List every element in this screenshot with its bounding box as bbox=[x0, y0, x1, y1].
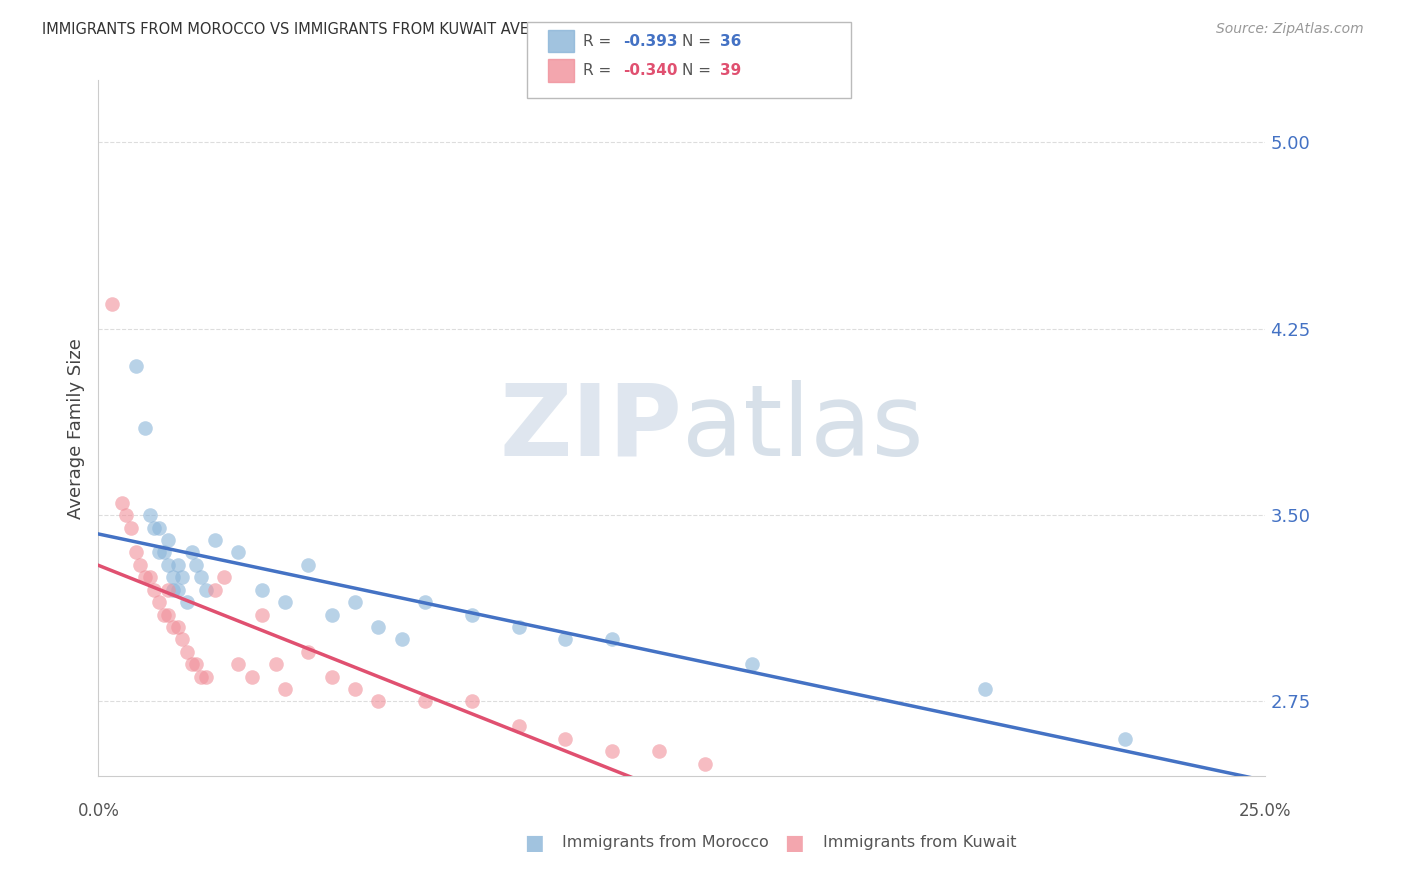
Text: ■: ■ bbox=[524, 833, 544, 853]
Point bbox=[143, 582, 166, 597]
Point bbox=[162, 620, 184, 634]
Point bbox=[125, 545, 148, 559]
Point bbox=[214, 570, 236, 584]
Point bbox=[647, 744, 669, 758]
Point bbox=[204, 582, 226, 597]
Point bbox=[1114, 731, 1136, 746]
Point bbox=[413, 595, 436, 609]
Text: 0.0%: 0.0% bbox=[77, 802, 120, 820]
Y-axis label: Average Family Size: Average Family Size bbox=[66, 338, 84, 518]
Point bbox=[600, 744, 623, 758]
Point bbox=[600, 632, 623, 647]
Text: N =: N = bbox=[682, 34, 716, 48]
Point bbox=[139, 570, 162, 584]
Point bbox=[194, 670, 217, 684]
Point bbox=[152, 607, 174, 622]
Text: 36: 36 bbox=[720, 34, 741, 48]
Point bbox=[148, 520, 170, 534]
Point bbox=[974, 682, 997, 697]
Point bbox=[274, 682, 297, 697]
Point bbox=[228, 545, 250, 559]
Point bbox=[367, 694, 389, 708]
Point bbox=[120, 520, 142, 534]
Point bbox=[242, 670, 264, 684]
Point bbox=[695, 756, 717, 771]
Point bbox=[297, 558, 319, 572]
Point bbox=[152, 545, 174, 559]
Point bbox=[274, 595, 297, 609]
Point bbox=[508, 620, 530, 634]
Text: IMMIGRANTS FROM MOROCCO VS IMMIGRANTS FROM KUWAIT AVERAGE FAMILY SIZE CORRELATIO: IMMIGRANTS FROM MOROCCO VS IMMIGRANTS FR… bbox=[42, 22, 823, 37]
Point bbox=[391, 632, 413, 647]
Point bbox=[228, 657, 250, 672]
Text: Source: ZipAtlas.com: Source: ZipAtlas.com bbox=[1216, 22, 1364, 37]
Point bbox=[344, 595, 367, 609]
Point bbox=[204, 533, 226, 547]
Text: -0.340: -0.340 bbox=[623, 63, 678, 78]
Point bbox=[111, 496, 134, 510]
Point bbox=[125, 359, 148, 373]
Point bbox=[461, 607, 484, 622]
Text: Immigrants from Morocco: Immigrants from Morocco bbox=[562, 836, 769, 850]
Point bbox=[741, 657, 763, 672]
Point bbox=[413, 694, 436, 708]
Point bbox=[148, 545, 170, 559]
Point bbox=[157, 533, 180, 547]
Text: R =: R = bbox=[583, 63, 617, 78]
Point bbox=[190, 570, 212, 584]
Point bbox=[554, 731, 576, 746]
Point bbox=[139, 508, 162, 523]
Text: Immigrants from Kuwait: Immigrants from Kuwait bbox=[823, 836, 1017, 850]
Point bbox=[194, 582, 217, 597]
Point bbox=[157, 582, 180, 597]
Point bbox=[461, 694, 484, 708]
Point bbox=[554, 632, 576, 647]
Text: ■: ■ bbox=[785, 833, 804, 853]
Point bbox=[166, 582, 188, 597]
Point bbox=[162, 570, 184, 584]
Point bbox=[186, 558, 208, 572]
Point bbox=[134, 570, 156, 584]
Point bbox=[367, 620, 389, 634]
Point bbox=[166, 620, 188, 634]
Point bbox=[157, 558, 180, 572]
Point bbox=[162, 582, 184, 597]
Point bbox=[508, 719, 530, 733]
Text: N =: N = bbox=[682, 63, 716, 78]
Text: ZIP: ZIP bbox=[499, 380, 682, 476]
Point bbox=[176, 595, 198, 609]
Point bbox=[180, 545, 202, 559]
Point bbox=[186, 657, 208, 672]
Text: R =: R = bbox=[583, 34, 617, 48]
Point bbox=[250, 607, 273, 622]
Point bbox=[101, 297, 124, 311]
Text: 39: 39 bbox=[720, 63, 741, 78]
Point bbox=[321, 607, 343, 622]
Point bbox=[134, 421, 156, 435]
Point bbox=[297, 645, 319, 659]
Point bbox=[344, 682, 367, 697]
Point bbox=[157, 607, 180, 622]
Point bbox=[250, 582, 273, 597]
Point bbox=[264, 657, 287, 672]
Point bbox=[166, 558, 188, 572]
Text: atlas: atlas bbox=[682, 380, 924, 476]
Point bbox=[321, 670, 343, 684]
Point bbox=[172, 570, 194, 584]
Point bbox=[143, 520, 166, 534]
Point bbox=[129, 558, 152, 572]
Point bbox=[172, 632, 194, 647]
Point bbox=[115, 508, 138, 523]
Text: 25.0%: 25.0% bbox=[1239, 802, 1292, 820]
Point bbox=[176, 645, 198, 659]
Point bbox=[190, 670, 212, 684]
Text: -0.393: -0.393 bbox=[623, 34, 678, 48]
Point bbox=[148, 595, 170, 609]
Point bbox=[180, 657, 202, 672]
